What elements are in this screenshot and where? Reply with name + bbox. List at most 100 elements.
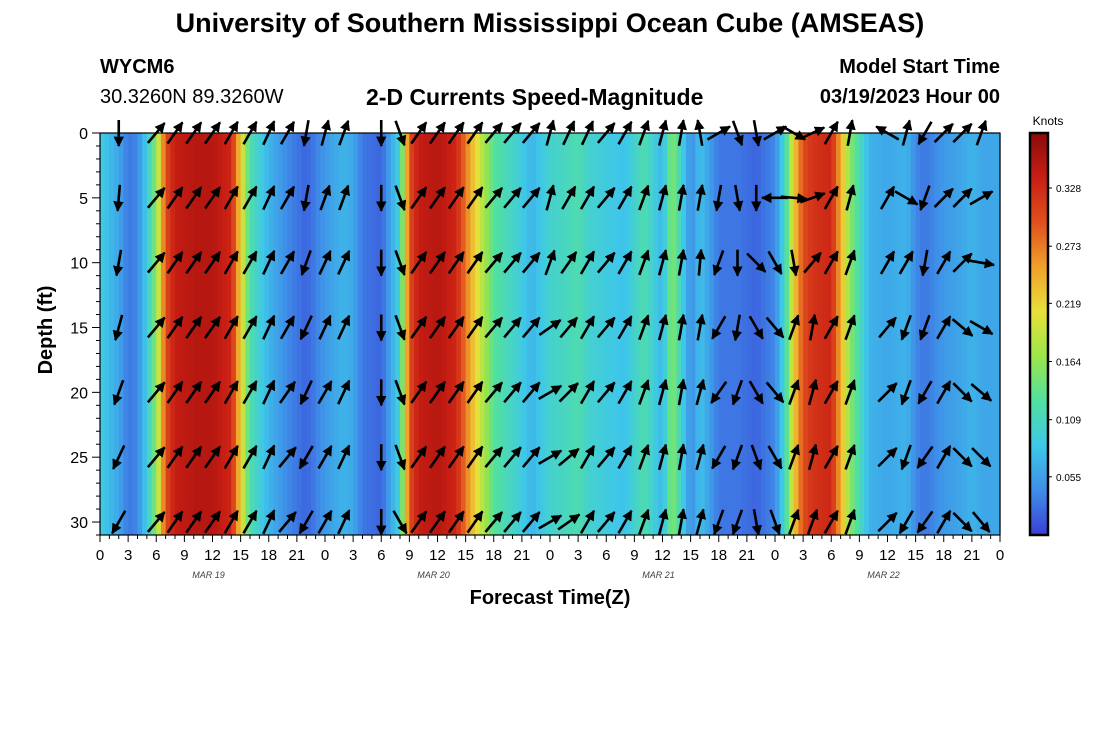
current-arrow <box>788 379 800 406</box>
current-arrow <box>262 249 276 276</box>
heatmap-cell <box>104 133 110 535</box>
current-arrow <box>916 510 934 534</box>
current-arrow <box>558 382 579 403</box>
x-tick-label: 12 <box>879 547 896 564</box>
current-arrow <box>695 313 706 341</box>
heatmap-cell <box>803 133 809 535</box>
current-arrow <box>337 509 351 535</box>
current-arrow <box>767 250 783 275</box>
current-arrow <box>803 251 822 274</box>
current-arrow <box>242 509 258 534</box>
current-arrow <box>544 249 557 276</box>
x-tick-label: 0 <box>321 547 329 564</box>
x-tick-label: 12 <box>429 547 446 564</box>
heatmap-cell <box>910 133 917 535</box>
current-arrow <box>278 446 297 468</box>
x-tick-label: 15 <box>232 547 249 564</box>
colorbar-tick-label: 0.328 <box>1056 184 1081 195</box>
current-arrow <box>877 382 898 403</box>
current-arrow <box>112 444 126 470</box>
x-axis: 0 3 6 9 12 15 18 21 0 3 6 9 12 15 18 21 0 3 6 9 12 15 18 21 0 3 6 9… <box>96 535 1004 580</box>
current-arrow <box>936 509 952 534</box>
current-arrow <box>166 251 184 275</box>
current-arrow <box>484 251 504 274</box>
current-arrow <box>262 185 276 211</box>
current-arrow <box>521 251 541 274</box>
heatmap-cell <box>418 133 425 535</box>
current-arrow <box>337 379 351 405</box>
current-arrow <box>711 315 727 340</box>
heatmap-cell <box>221 133 228 535</box>
heatmap-cell <box>268 133 275 535</box>
heatmap-cell <box>325 133 331 535</box>
heatmap-cell <box>728 133 734 535</box>
current-arrow <box>844 508 857 535</box>
heatmap-cell <box>142 133 148 535</box>
current-arrow <box>392 510 408 535</box>
current-arrow <box>112 314 124 342</box>
heatmap-cell <box>456 133 462 535</box>
current-arrow <box>579 509 596 534</box>
x-tick-label: 18 <box>710 547 727 564</box>
heatmap-cell <box>231 133 237 535</box>
x-tick-label: 3 <box>124 547 132 564</box>
heatmap-cell <box>493 133 500 535</box>
current-arrow <box>538 449 563 465</box>
heatmap-cell <box>540 133 546 535</box>
heatmap-cell <box>296 133 303 535</box>
current-arrow <box>410 186 428 210</box>
heatmap-cell <box>479 133 485 535</box>
heatmap-cell <box>240 133 246 535</box>
current-arrow <box>936 315 952 340</box>
current-arrow <box>278 511 297 533</box>
x-tick-label: 9 <box>180 547 188 564</box>
current-arrow <box>638 314 650 341</box>
current-arrow <box>933 187 954 208</box>
heatmap-cell <box>662 133 668 535</box>
current-arrow <box>579 445 596 470</box>
heatmap-cell <box>625 133 631 535</box>
current-arrow <box>952 382 973 403</box>
heatmap-cell <box>437 133 443 535</box>
x-date-label: MAR 19 <box>192 570 225 580</box>
heatmap-cell <box>465 133 471 535</box>
heatmap-cell <box>784 133 790 535</box>
heatmap-cell <box>170 133 176 535</box>
heatmap-cell <box>254 133 260 535</box>
heatmap-cell <box>943 133 950 535</box>
y-tick-label: 10 <box>70 256 88 273</box>
current-arrow <box>952 511 973 533</box>
current-arrow <box>503 316 522 339</box>
y-tick-label: 15 <box>70 321 88 338</box>
current-arrow <box>971 511 991 533</box>
heatmap-cell <box>470 133 476 535</box>
current-arrow <box>877 447 898 468</box>
current-arrow <box>447 316 465 339</box>
current-arrow <box>731 444 744 471</box>
current-arrow <box>484 316 504 339</box>
current-arrow <box>300 250 312 276</box>
current-arrow <box>789 249 800 277</box>
heatmap-cell <box>578 133 584 535</box>
x-tick-label: 15 <box>457 547 474 564</box>
x-tick-label: 18 <box>260 547 277 564</box>
current-arrow <box>242 185 258 210</box>
heatmap-cell <box>343 133 350 535</box>
heatmap-cell <box>573 133 579 535</box>
current-arrow <box>262 379 276 405</box>
heatmap-cell <box>123 133 129 535</box>
current-arrow <box>823 250 839 275</box>
heatmap-cell <box>151 133 157 535</box>
heatmap-cell <box>385 133 392 535</box>
current-arrow <box>242 315 258 340</box>
chart-title-top: University of Southern Mississippi Ocean… <box>175 8 925 38</box>
heatmap-cell <box>489 133 495 535</box>
current-arrow <box>338 184 350 211</box>
heatmap-cell <box>226 133 232 535</box>
current-arrow <box>952 187 973 208</box>
current-arrow <box>410 316 428 339</box>
current-arrow <box>394 444 407 471</box>
current-arrow <box>394 250 407 276</box>
current-arrow <box>428 186 447 210</box>
heatmap-cell <box>587 133 593 535</box>
